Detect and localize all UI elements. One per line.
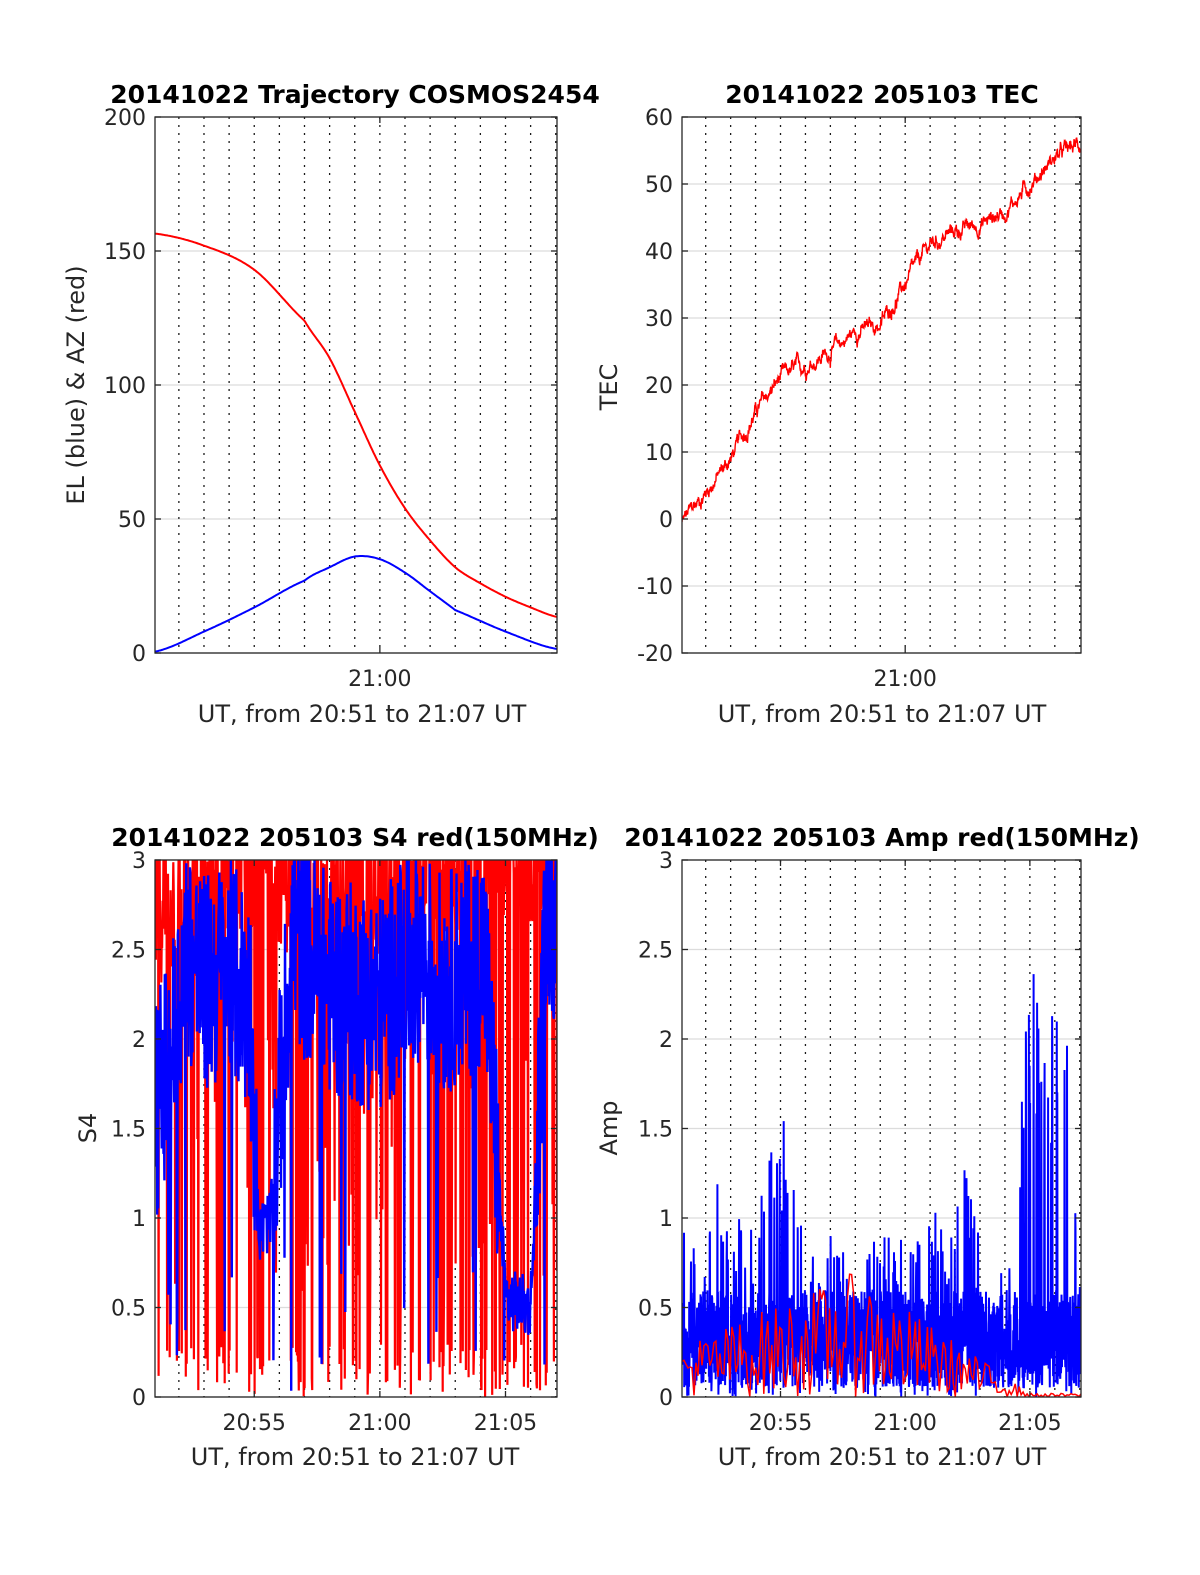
ytick-label: 2 <box>659 1028 673 1053</box>
ytick-label: -10 <box>637 575 673 600</box>
s4-ylabel: S4 <box>74 1113 102 1144</box>
ytick-label: 2.5 <box>638 939 673 964</box>
ytick-label: 0 <box>132 1386 146 1411</box>
ytick-label: 0.5 <box>638 1297 673 1322</box>
ytick-label: 0 <box>659 508 673 533</box>
s4-xlabel: UT, from 20:51 to 21:07 UT <box>191 1443 520 1471</box>
ytick-label: 1 <box>132 1207 146 1232</box>
ytick-label: 0.5 <box>111 1297 146 1322</box>
ytick-label: 1 <box>659 1207 673 1232</box>
el-line <box>155 555 557 653</box>
ytick-label: 20 <box>645 374 673 399</box>
ytick-label: 150 <box>104 240 146 265</box>
s4-title: 20141022 205103 S4 red(150MHz) <box>111 823 599 852</box>
xtick-label: 21:05 <box>998 1411 1061 1436</box>
ytick-label: -20 <box>637 642 673 667</box>
trajectory-ylabel: EL (blue) & AZ (red) <box>62 265 90 504</box>
ytick-label: 2 <box>132 1028 146 1053</box>
tec-xlabel: UT, from 20:51 to 21:07 UT <box>718 700 1047 728</box>
plot-area <box>155 860 557 1397</box>
red-150mhz-line <box>682 1273 1081 1397</box>
ytick-label: 30 <box>645 307 673 332</box>
ytick-label: 2.5 <box>111 939 146 964</box>
amp-xlabel: UT, from 20:51 to 21:07 UT <box>718 1443 1047 1471</box>
xtick-label: 21:00 <box>873 667 936 692</box>
ytick-label: 1.5 <box>638 1118 673 1143</box>
xtick-label: 21:05 <box>474 1411 537 1436</box>
tec-chart: 20141022 205103 TEC UT, from 20:51 to 21… <box>595 80 1082 728</box>
plot-area <box>682 137 1081 523</box>
amp-chart: 20141022 205103 Amp red(150MHz) UT, from… <box>595 823 1140 1471</box>
ytick-label: 50 <box>118 508 146 533</box>
xtick-label: 21:00 <box>348 1411 411 1436</box>
amp-ylabel: Amp <box>595 1100 623 1155</box>
trajectory-chart: 20141022 Trajectory COSMOS2454 UT, from … <box>62 80 600 728</box>
series-0-line <box>682 974 1081 1397</box>
ytick-label: 0 <box>132 642 146 667</box>
az-line <box>155 232 557 618</box>
xtick-label: 20:55 <box>223 1411 286 1436</box>
xtick-label: 21:00 <box>348 667 411 692</box>
ytick-label: 0 <box>659 1386 673 1411</box>
ytick-label: 50 <box>645 173 673 198</box>
tec-title: 20141022 205103 TEC <box>725 80 1038 109</box>
ytick-label: 3 <box>132 849 146 874</box>
tec-ylabel: TEC <box>595 364 623 412</box>
ytick-label: 1.5 <box>111 1118 146 1143</box>
series-1-line <box>155 860 557 1391</box>
ytick-label: 40 <box>645 240 673 265</box>
amp-title: 20141022 205103 Amp red(150MHz) <box>624 823 1140 852</box>
trajectory-xlabel: UT, from 20:51 to 21:07 UT <box>198 700 527 728</box>
plot-area <box>155 232 557 653</box>
xtick-label: 21:00 <box>873 1411 936 1436</box>
ytick-label: 10 <box>645 441 673 466</box>
s4-chart: 20141022 205103 S4 red(150MHz) UT, from … <box>74 823 599 1471</box>
ytick-label: 60 <box>645 106 673 131</box>
ytick-label: 3 <box>659 849 673 874</box>
trajectory-title: 20141022 Trajectory COSMOS2454 <box>110 80 600 109</box>
ytick-label: 200 <box>104 106 146 131</box>
ytick-label: 100 <box>104 374 146 399</box>
xtick-label: 20:55 <box>749 1411 812 1436</box>
plot-area <box>682 974 1081 1397</box>
tec-line <box>682 137 1081 523</box>
